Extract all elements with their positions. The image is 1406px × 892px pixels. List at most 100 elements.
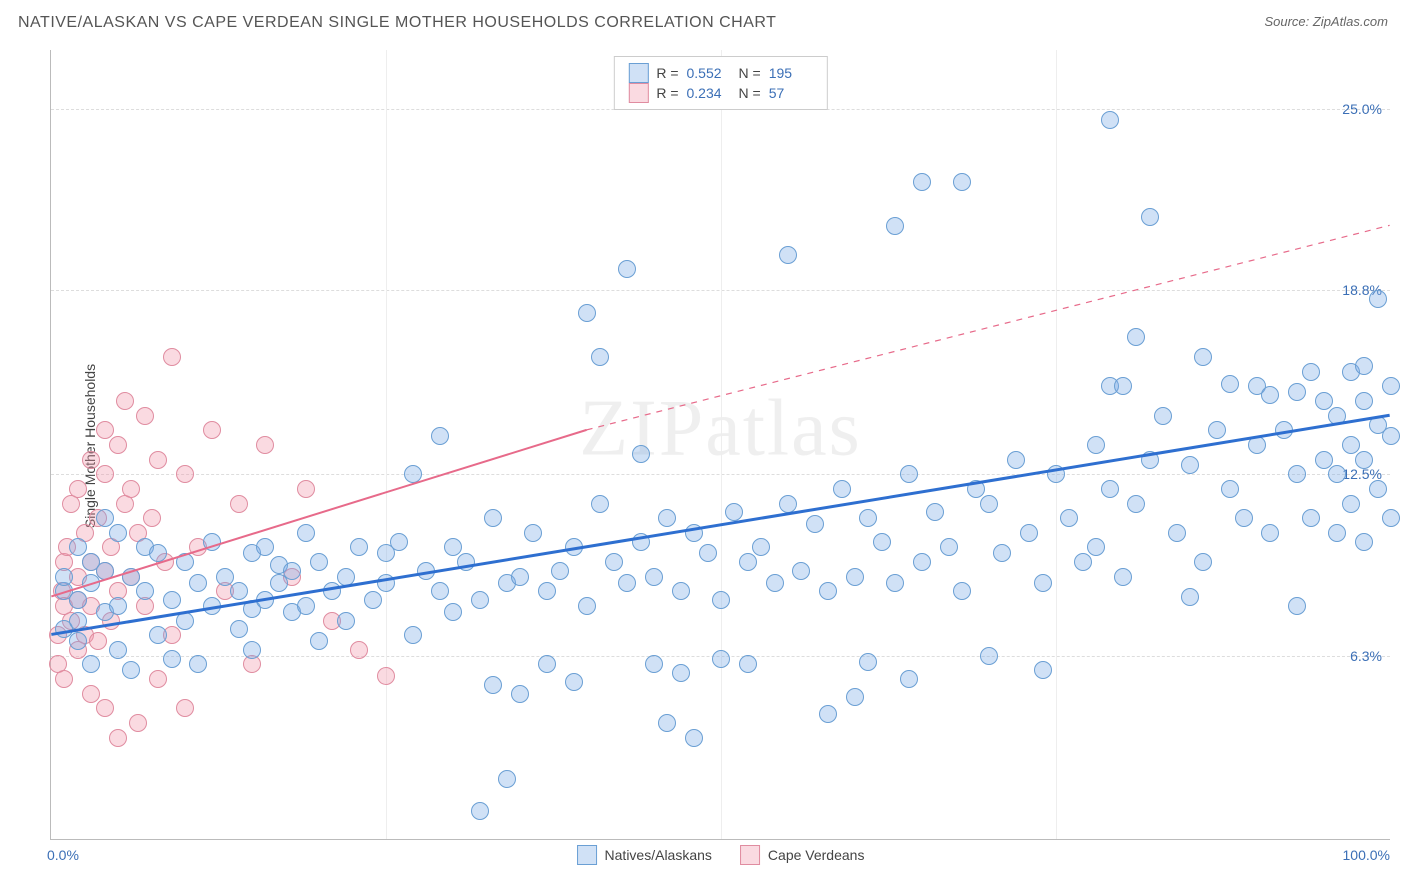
- data-point: [1342, 436, 1360, 454]
- data-point: [1034, 661, 1052, 679]
- data-point: [484, 676, 502, 694]
- data-point: [350, 538, 368, 556]
- data-point: [230, 620, 248, 638]
- gridline-v: [386, 50, 387, 839]
- data-point: [940, 538, 958, 556]
- data-point: [645, 655, 663, 673]
- data-point: [886, 217, 904, 235]
- data-point: [390, 533, 408, 551]
- data-point: [69, 632, 87, 650]
- data-point: [1288, 597, 1306, 615]
- data-point: [256, 538, 274, 556]
- data-point: [176, 465, 194, 483]
- data-point: [766, 574, 784, 592]
- data-point: [699, 544, 717, 562]
- data-point: [1168, 524, 1186, 542]
- y-tick-label: 25.0%: [1342, 101, 1382, 117]
- data-point: [310, 553, 328, 571]
- data-point: [1235, 509, 1253, 527]
- data-point: [538, 582, 556, 600]
- data-point: [1181, 456, 1199, 474]
- r-label: R =: [656, 85, 678, 101]
- data-point: [163, 591, 181, 609]
- data-point: [1382, 509, 1400, 527]
- source-label: Source:: [1264, 14, 1312, 29]
- data-point: [69, 480, 87, 498]
- data-point: [444, 538, 462, 556]
- data-point: [953, 582, 971, 600]
- data-point: [109, 436, 127, 454]
- data-point: [725, 503, 743, 521]
- data-point: [846, 688, 864, 706]
- data-point: [993, 544, 1011, 562]
- data-point: [310, 632, 328, 650]
- data-point: [672, 664, 690, 682]
- data-point: [55, 670, 73, 688]
- data-point: [538, 655, 556, 673]
- data-point: [1208, 421, 1226, 439]
- data-point: [913, 553, 931, 571]
- data-point: [511, 685, 529, 703]
- data-point: [1302, 509, 1320, 527]
- y-tick-label: 6.3%: [1350, 648, 1382, 664]
- series-legend: Natives/Alaskans Cape Verdeans: [577, 845, 865, 865]
- data-point: [129, 714, 147, 732]
- data-point: [484, 509, 502, 527]
- source-attribution: Source: ZipAtlas.com: [1264, 14, 1388, 29]
- data-point: [672, 582, 690, 600]
- data-point: [203, 597, 221, 615]
- data-point: [122, 480, 140, 498]
- n-label: N =: [739, 65, 761, 81]
- data-point: [1047, 465, 1065, 483]
- data-point: [859, 653, 877, 671]
- data-point: [176, 699, 194, 717]
- data-point: [806, 515, 824, 533]
- data-point: [471, 591, 489, 609]
- data-point: [1114, 568, 1132, 586]
- data-point: [1101, 480, 1119, 498]
- data-point: [873, 533, 891, 551]
- data-point: [1154, 407, 1172, 425]
- data-point: [82, 451, 100, 469]
- data-point: [605, 553, 623, 571]
- data-point: [980, 647, 998, 665]
- data-point: [149, 670, 167, 688]
- data-point: [444, 603, 462, 621]
- data-point: [471, 802, 489, 820]
- data-point: [551, 562, 569, 580]
- data-point: [176, 553, 194, 571]
- data-point: [1302, 363, 1320, 381]
- data-point: [297, 480, 315, 498]
- data-point: [96, 562, 114, 580]
- data-point: [136, 582, 154, 600]
- data-point: [364, 591, 382, 609]
- swatch-series1: [577, 845, 597, 865]
- data-point: [886, 574, 904, 592]
- data-point: [578, 597, 596, 615]
- data-point: [417, 562, 435, 580]
- data-point: [337, 612, 355, 630]
- data-point: [1315, 392, 1333, 410]
- data-point: [431, 582, 449, 600]
- data-point: [116, 392, 134, 410]
- chart-header: NATIVE/ALASKAN VS CAPE VERDEAN SINGLE MO…: [18, 14, 1388, 44]
- data-point: [69, 538, 87, 556]
- data-point: [297, 524, 315, 542]
- data-point: [1248, 436, 1266, 454]
- data-point: [96, 421, 114, 439]
- data-point: [149, 626, 167, 644]
- data-point: [1328, 524, 1346, 542]
- n-value: 57: [769, 85, 813, 101]
- data-point: [1275, 421, 1293, 439]
- data-point: [176, 612, 194, 630]
- data-point: [149, 544, 167, 562]
- data-point: [163, 650, 181, 668]
- data-point: [1261, 524, 1279, 542]
- data-point: [1034, 574, 1052, 592]
- legend-row-1: R = 0.552 N = 195: [628, 63, 812, 83]
- data-point: [109, 641, 127, 659]
- data-point: [1355, 451, 1373, 469]
- data-point: [230, 582, 248, 600]
- data-point: [1221, 480, 1239, 498]
- data-point: [203, 421, 221, 439]
